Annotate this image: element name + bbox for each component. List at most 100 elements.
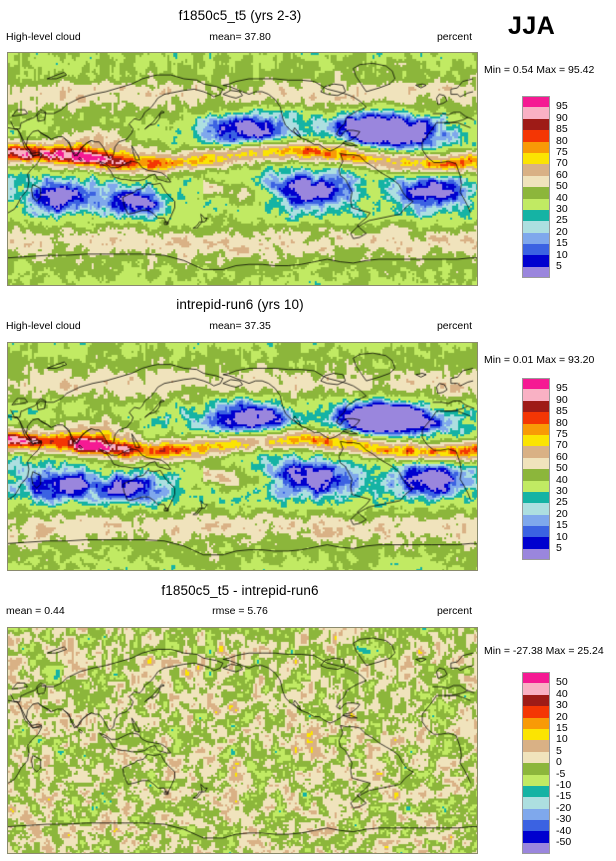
panel-3-minmax: Min = -27.38 Max = 25.24	[484, 645, 604, 657]
colorbar-swatch[interactable]	[522, 175, 550, 188]
panel-3-mean-label: mean = 0.44	[6, 605, 65, 617]
colorbar-swatch[interactable]	[522, 526, 550, 538]
colorbar-tick-label: -30	[556, 813, 572, 826]
colorbar-swatch[interactable]	[522, 683, 550, 695]
colorbar-swatch[interactable]	[522, 118, 550, 131]
panel-2-subheader: High-level cloud mean= 37.35 percent	[0, 320, 480, 334]
colorbar-swatch[interactable]	[522, 491, 550, 504]
colorbar-swatch[interactable]	[522, 785, 550, 798]
colorbar-swatch[interactable]	[522, 107, 550, 119]
colorbar-swatch[interactable]	[522, 457, 550, 470]
colorbar-tick-label: 50	[556, 180, 568, 193]
colorbar-tick-label: 25	[556, 496, 568, 509]
colorbar-swatch[interactable]	[522, 842, 550, 855]
colorbar-swatch[interactable]	[522, 717, 550, 729]
colorbar-tick-label: -5	[556, 767, 566, 780]
panel-2-title: intrepid-run6 (yrs 10)	[176, 297, 304, 312]
colorbar-tick-label: 90	[556, 393, 568, 406]
colorbar-tick-label: 30	[556, 203, 568, 215]
colorbar-tick-label: 40	[556, 473, 568, 486]
panel-1-map[interactable]	[7, 52, 478, 286]
colorbar-swatch[interactable]	[522, 96, 550, 108]
colorbar-swatch[interactable]	[522, 514, 550, 527]
panel-3-map-canvas	[8, 628, 477, 853]
colorbar-swatch[interactable]	[522, 164, 550, 176]
colorbar-tick-label: -15	[556, 790, 572, 803]
colorbar-swatch[interactable]	[522, 266, 550, 279]
colorbar-tick-label: 95	[556, 100, 568, 113]
panel-1-variable-label: High-level cloud	[6, 31, 81, 43]
colorbar-swatch[interactable]	[522, 130, 550, 142]
colorbar-swatch[interactable]	[522, 221, 550, 233]
colorbar-tick-label: 60	[556, 450, 568, 463]
panel-1-map-canvas	[8, 53, 477, 285]
panel-2-map-canvas	[8, 343, 477, 570]
colorbar-swatch[interactable]	[522, 728, 550, 741]
panel-1-mean-label: mean= 37.80	[209, 31, 271, 43]
colorbar-swatch[interactable]	[522, 480, 550, 492]
colorbar-tick-label: 20	[556, 507, 568, 520]
panel-3-rmse-label: rmse = 5.76	[212, 605, 268, 617]
colorbar-swatch[interactable]	[522, 706, 550, 718]
colorbar-tick-label: 5	[556, 542, 562, 554]
colorbar-tick-label: 60	[556, 168, 568, 181]
colorbar-swatch[interactable]	[522, 537, 550, 549]
colorbar-swatch[interactable]	[522, 503, 550, 515]
colorbar-swatch[interactable]	[522, 763, 550, 775]
colorbar-tick-label: 10	[556, 530, 568, 543]
panel-2-colorbar[interactable]	[522, 378, 550, 561]
colorbar-tick-label: 50	[556, 462, 568, 475]
colorbar-swatch[interactable]	[522, 434, 550, 447]
colorbar-swatch[interactable]	[522, 378, 550, 390]
panel-2-map[interactable]	[7, 342, 478, 571]
colorbar-swatch[interactable]	[522, 400, 550, 413]
colorbar-swatch[interactable]	[522, 244, 550, 256]
colorbar-tick-label: 50	[556, 676, 568, 689]
colorbar-swatch[interactable]	[522, 209, 550, 222]
colorbar-tick-label: 5	[556, 744, 562, 757]
panel-3-units-label: percent	[436, 605, 472, 617]
panel-3-colorbar[interactable]	[522, 672, 550, 855]
colorbar-swatch[interactable]	[522, 808, 550, 821]
season-label: JJA	[508, 12, 556, 40]
colorbar-swatch[interactable]	[522, 152, 550, 165]
colorbar-swatch[interactable]	[522, 469, 550, 481]
colorbar-swatch[interactable]	[522, 831, 550, 843]
colorbar-swatch[interactable]	[522, 198, 550, 210]
colorbar-tick-label: 15	[556, 722, 568, 734]
colorbar-swatch[interactable]	[522, 774, 550, 786]
colorbar-tick-label: 0	[556, 756, 562, 769]
colorbar-swatch[interactable]	[522, 232, 550, 245]
colorbar-swatch[interactable]	[522, 255, 550, 267]
colorbar-swatch[interactable]	[522, 751, 550, 764]
colorbar-tick-label: 90	[556, 111, 568, 124]
panel-3-subheader: mean = 0.44 rmse = 5.76 percent	[0, 605, 480, 619]
colorbar-tick-label: 85	[556, 123, 568, 136]
colorbar-swatch[interactable]	[522, 820, 550, 832]
panel-2-units-label: percent	[436, 320, 472, 332]
colorbar-tick-label: 95	[556, 382, 568, 395]
colorbar-tick-label: 15	[556, 519, 568, 532]
colorbar-tick-label: 30	[556, 699, 568, 712]
colorbar-swatch[interactable]	[522, 412, 550, 424]
colorbar-swatch[interactable]	[522, 740, 550, 752]
panel-2-minmax: Min = 0.01 Max = 93.20	[484, 354, 595, 366]
colorbar-swatch[interactable]	[522, 694, 550, 707]
panel-1-colorbar[interactable]	[522, 96, 550, 279]
panel-2-mean-label: mean= 37.35	[209, 320, 271, 332]
colorbar-tick-label: 40	[556, 687, 568, 700]
colorbar-tick-label: -50	[556, 836, 572, 848]
colorbar-swatch[interactable]	[522, 672, 550, 684]
colorbar-tick-label: 80	[556, 416, 568, 429]
colorbar-tick-label: 10	[556, 248, 568, 261]
panel-3-map[interactable]	[7, 627, 478, 854]
colorbar-swatch[interactable]	[522, 446, 550, 458]
colorbar-swatch[interactable]	[522, 548, 550, 561]
colorbar-swatch[interactable]	[522, 797, 550, 809]
colorbar-swatch[interactable]	[522, 423, 550, 435]
panel-3-title: f1850c5_t5 - intrepid-run6	[161, 583, 319, 598]
colorbar-tick-label: 15	[556, 237, 568, 250]
colorbar-swatch[interactable]	[522, 187, 550, 199]
colorbar-swatch[interactable]	[522, 141, 550, 153]
colorbar-swatch[interactable]	[522, 389, 550, 401]
